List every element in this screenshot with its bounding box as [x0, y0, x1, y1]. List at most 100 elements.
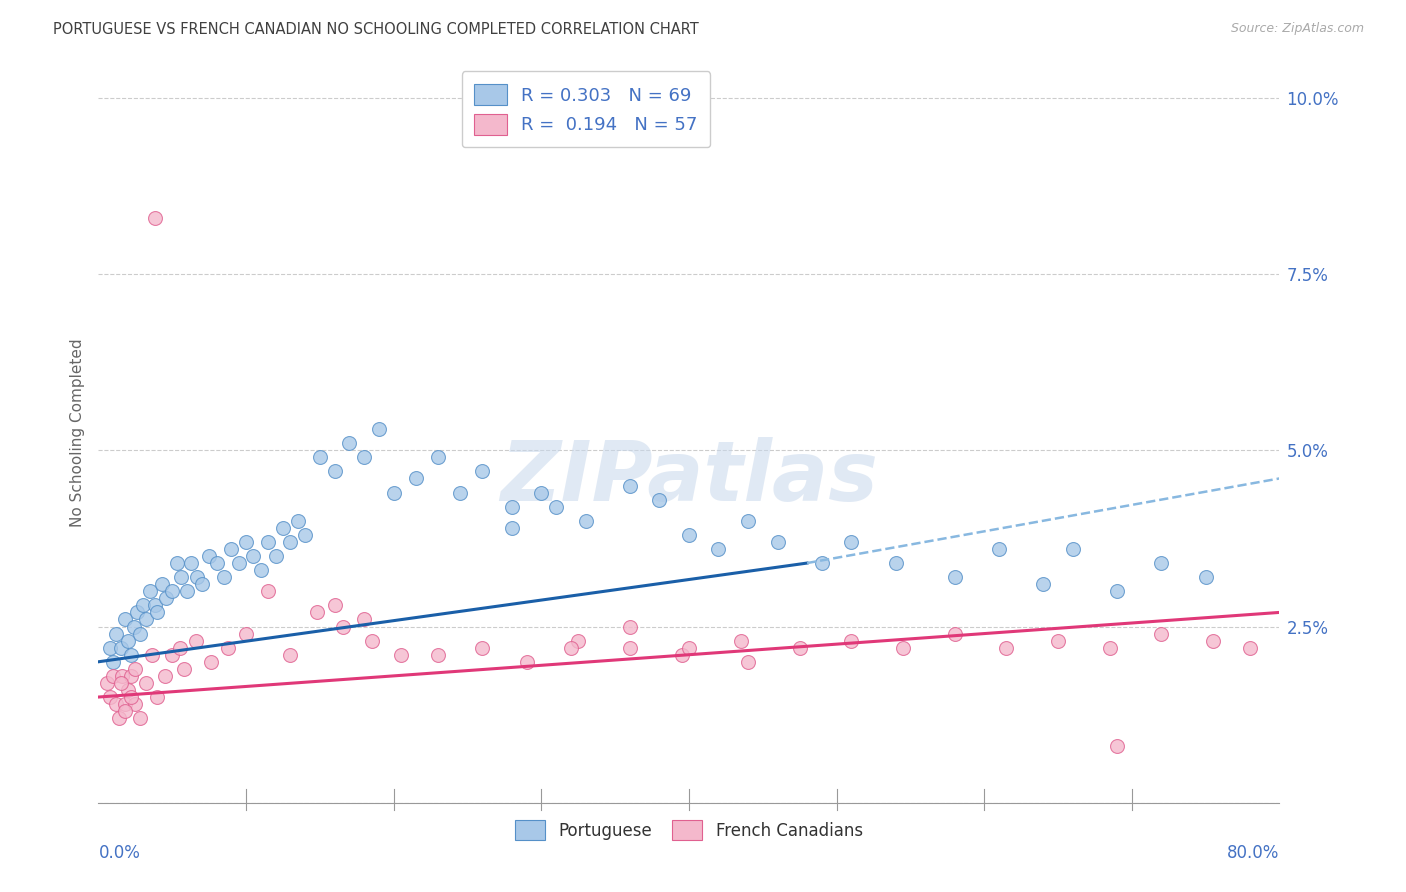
Point: [619, 478, 641, 492]
Point: [501, 500, 523, 514]
Point: [619, 640, 641, 655]
Point: [323, 464, 346, 478]
Text: 80.0%: 80.0%: [1227, 844, 1279, 862]
Point: [120, 648, 142, 662]
Point: [153, 669, 176, 683]
Point: [995, 640, 1018, 655]
Point: [294, 528, 316, 542]
Point: [332, 619, 354, 633]
Point: [110, 640, 132, 655]
Point: [117, 633, 139, 648]
Point: [128, 711, 150, 725]
Point: [184, 633, 207, 648]
Point: [737, 655, 759, 669]
Point: [427, 648, 450, 662]
Point: [98, 690, 121, 704]
Point: [353, 450, 375, 465]
Point: [567, 633, 589, 648]
Point: [287, 514, 309, 528]
Point: [766, 535, 789, 549]
Point: [678, 640, 700, 655]
Point: [1107, 739, 1129, 754]
Point: [1107, 584, 1129, 599]
Point: [98, 640, 121, 655]
Point: [389, 648, 412, 662]
Point: [1150, 626, 1173, 640]
Point: [155, 591, 177, 606]
Point: [353, 612, 375, 626]
Point: [323, 599, 346, 613]
Point: [891, 640, 914, 655]
Point: [166, 556, 188, 570]
Point: [122, 619, 145, 633]
Point: [1202, 633, 1225, 648]
Point: [103, 669, 125, 683]
Point: [257, 584, 280, 599]
Point: [841, 633, 863, 648]
Point: [143, 211, 166, 225]
Point: [162, 584, 183, 599]
Point: [309, 450, 332, 465]
Point: [117, 683, 139, 698]
Point: [128, 626, 150, 640]
Point: [120, 669, 142, 683]
Point: [198, 549, 221, 563]
Point: [678, 528, 700, 542]
Point: [1062, 541, 1084, 556]
Point: [671, 648, 693, 662]
Point: [146, 606, 169, 620]
Text: ZIPatlas: ZIPatlas: [501, 436, 877, 517]
Point: [501, 521, 523, 535]
Point: [427, 450, 450, 465]
Point: [516, 655, 538, 669]
Point: [235, 626, 257, 640]
Point: [1195, 570, 1218, 584]
Point: [1239, 640, 1261, 655]
Point: [191, 577, 214, 591]
Point: [124, 662, 146, 676]
Point: [132, 599, 155, 613]
Point: [575, 514, 598, 528]
Point: [1150, 556, 1173, 570]
Point: [135, 676, 157, 690]
Point: [141, 648, 163, 662]
Point: [943, 570, 966, 584]
Point: [1046, 633, 1070, 648]
Point: [186, 570, 208, 584]
Point: [221, 541, 243, 556]
Point: [139, 584, 162, 599]
Point: [180, 556, 202, 570]
Point: [471, 640, 494, 655]
Point: [114, 612, 136, 626]
Point: [170, 570, 193, 584]
Point: [242, 549, 264, 563]
Point: [988, 541, 1011, 556]
Point: [368, 422, 391, 436]
Point: [176, 584, 198, 599]
Y-axis label: No Schooling Completed: No Schooling Completed: [69, 338, 84, 527]
Point: [707, 541, 730, 556]
Point: [96, 676, 118, 690]
Point: [135, 612, 157, 626]
Point: [546, 500, 568, 514]
Text: PORTUGUESE VS FRENCH CANADIAN NO SCHOOLING COMPLETED CORRELATION CHART: PORTUGUESE VS FRENCH CANADIAN NO SCHOOLI…: [53, 22, 699, 37]
Point: [884, 556, 907, 570]
Point: [124, 697, 146, 711]
Point: [114, 704, 136, 718]
Point: [110, 676, 132, 690]
Point: [264, 549, 287, 563]
Legend: Portuguese, French Canadians: Portuguese, French Canadians: [509, 814, 869, 847]
Point: [1032, 577, 1054, 591]
Point: [382, 485, 405, 500]
Point: [360, 633, 382, 648]
Point: [560, 640, 582, 655]
Point: [737, 514, 759, 528]
Point: [105, 626, 128, 640]
Point: [1098, 640, 1121, 655]
Point: [810, 556, 832, 570]
Point: [205, 556, 228, 570]
Point: [257, 535, 280, 549]
Text: Source: ZipAtlas.com: Source: ZipAtlas.com: [1230, 22, 1364, 36]
Point: [789, 640, 811, 655]
Point: [212, 570, 235, 584]
